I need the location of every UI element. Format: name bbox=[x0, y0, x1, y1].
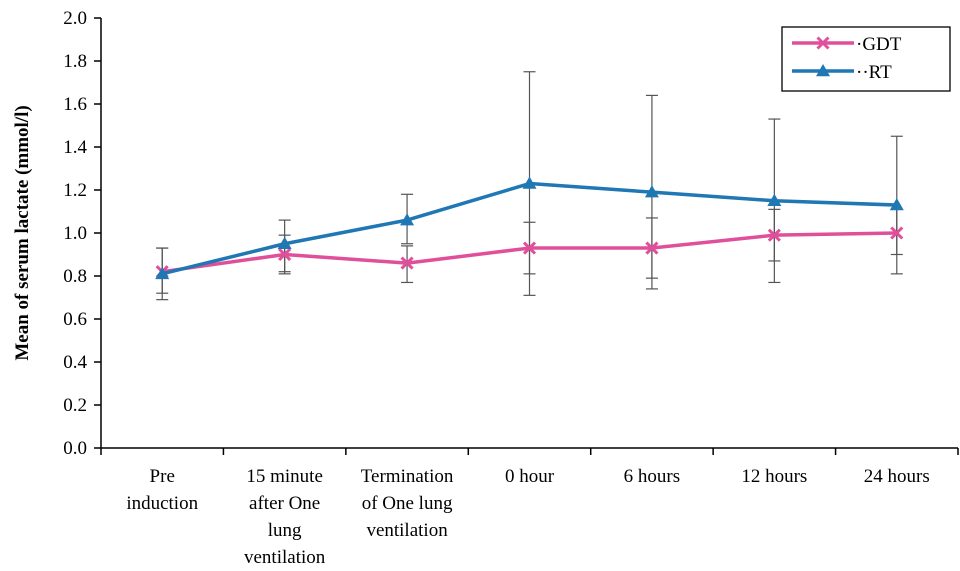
y-tick-label: 0.6 bbox=[63, 309, 87, 330]
y-tick-label: 1.8 bbox=[63, 51, 87, 72]
legend-marker-gdt-stroke bbox=[816, 36, 830, 50]
data-point-gdt bbox=[400, 256, 414, 270]
y-tick-label: 1.0 bbox=[63, 223, 87, 244]
x-category-label: 12 hours bbox=[741, 466, 807, 487]
legend-box bbox=[781, 26, 951, 92]
data-point-gdt-stroke bbox=[400, 256, 414, 270]
x-category-label: 24 hours bbox=[864, 466, 930, 487]
y-tick-label: 0.2 bbox=[63, 395, 87, 416]
data-point-gdt bbox=[645, 241, 659, 255]
y-axis-title: Mean of serum lactate (mmol/l) bbox=[12, 105, 33, 360]
x-category-label: ventilation bbox=[366, 520, 448, 541]
x-category-label: ventilation bbox=[244, 547, 326, 566]
legend-marker-rt bbox=[816, 64, 830, 77]
x-category-label: Termination bbox=[361, 466, 454, 487]
data-point-gdt bbox=[522, 241, 537, 255]
data-point-rt bbox=[155, 266, 170, 280]
y-tick-label: 1.4 bbox=[63, 137, 87, 158]
legend-label-rt: ··RT bbox=[856, 62, 892, 83]
data-point-rt bbox=[522, 176, 537, 189]
x-category-label: lung bbox=[268, 520, 302, 541]
data-point-rt bbox=[767, 193, 782, 206]
y-tick-label: 0.8 bbox=[63, 266, 87, 287]
data-point-rt bbox=[400, 213, 415, 226]
x-category-label: of One lung bbox=[362, 493, 453, 514]
x-category-label: 15 minute bbox=[246, 466, 323, 487]
legend-marker-gdt bbox=[816, 36, 830, 50]
data-point-gdt-stroke bbox=[278, 247, 292, 262]
data-point-gdt bbox=[890, 226, 904, 240]
legend-label-gdt: ·GDT bbox=[856, 34, 902, 55]
data-point-gdt-stroke bbox=[767, 228, 781, 242]
y-tick-label: 1.2 bbox=[63, 180, 87, 201]
x-category-label: induction bbox=[126, 493, 198, 514]
data-point-rt bbox=[277, 236, 292, 249]
data-point-gdt-stroke bbox=[890, 226, 904, 240]
x-category-label: Pre bbox=[150, 466, 175, 487]
x-category-label: after One bbox=[249, 493, 320, 514]
data-point-gdt bbox=[767, 228, 781, 242]
data-point-gdt-stroke bbox=[522, 241, 537, 255]
data-point-gdt bbox=[278, 247, 292, 262]
data-point-rt bbox=[889, 198, 904, 211]
x-category-label: 6 hours bbox=[624, 466, 680, 487]
y-tick-label: 1.6 bbox=[63, 94, 87, 115]
x-category-label: 0 hour bbox=[505, 466, 555, 487]
data-point-gdt-stroke bbox=[645, 241, 659, 255]
y-tick-label: 2.0 bbox=[63, 8, 87, 29]
data-point-rt bbox=[644, 185, 659, 198]
y-tick-label: 0.4 bbox=[63, 352, 87, 373]
y-tick-label: 0.0 bbox=[63, 438, 87, 459]
